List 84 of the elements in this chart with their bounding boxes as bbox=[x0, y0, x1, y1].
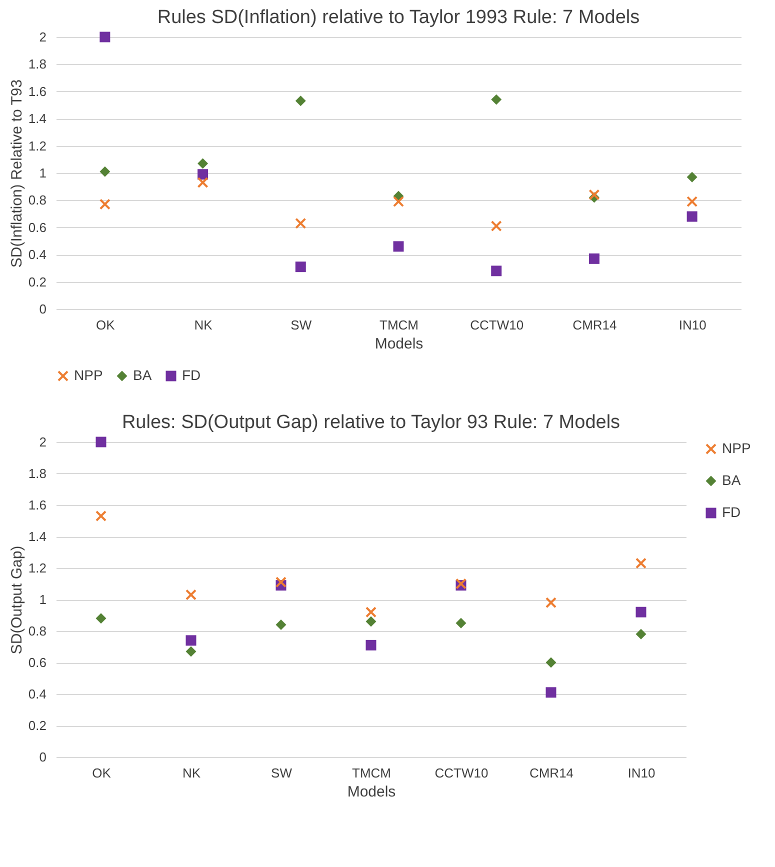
y-tick-label: 0 bbox=[39, 750, 46, 764]
x-axis-title: Models bbox=[374, 336, 424, 352]
point bbox=[546, 657, 556, 668]
point bbox=[96, 613, 106, 624]
legend-label: FD bbox=[182, 367, 201, 383]
y-tick-label: 0.2 bbox=[28, 274, 46, 290]
point bbox=[491, 266, 502, 276]
point bbox=[456, 618, 466, 628]
point bbox=[295, 218, 306, 229]
point bbox=[100, 166, 110, 177]
x-tick-label: SW bbox=[290, 318, 312, 332]
point bbox=[198, 169, 208, 180]
point bbox=[186, 635, 196, 646]
point bbox=[491, 94, 502, 105]
x-tick-label: TMCM bbox=[352, 766, 391, 780]
y-axis-title: SD(Inflation) Relative to T93 bbox=[8, 79, 26, 268]
x-axis-title: Models bbox=[347, 784, 396, 800]
y-tick-label: 0.4 bbox=[28, 686, 46, 702]
point bbox=[546, 687, 556, 698]
point bbox=[686, 196, 698, 207]
point bbox=[686, 172, 698, 182]
y-tick-label: 0.8 bbox=[28, 192, 46, 208]
x-tick-label: CMR14 bbox=[572, 318, 617, 332]
legend-label: BA bbox=[133, 367, 152, 383]
point bbox=[96, 436, 106, 448]
y-tick-label: 1.8 bbox=[28, 466, 46, 481]
y-tick-label: 0.2 bbox=[28, 718, 46, 733]
point bbox=[186, 590, 196, 600]
y-tick-label: 0.4 bbox=[28, 247, 46, 262]
y-tick-label: 1.2 bbox=[28, 138, 46, 154]
point bbox=[295, 96, 306, 106]
x-tick-label: CCTW10 bbox=[470, 318, 524, 332]
x-tick-label: IN10 bbox=[678, 318, 706, 332]
y-tick-label: 2 bbox=[39, 30, 46, 44]
point bbox=[198, 177, 208, 188]
chart-title: Rules: SD(Output Gap) relative to Taylor 93 Rule: 7 Models bbox=[122, 412, 620, 433]
point bbox=[636, 628, 646, 640]
x-tick-label: NK bbox=[194, 318, 213, 332]
legend-label: FD bbox=[722, 504, 741, 520]
y-axis-title: SD(Output Gap) bbox=[8, 546, 26, 654]
x-tick-label: CMR14 bbox=[529, 766, 574, 780]
y-tick-label: 0 bbox=[39, 302, 46, 316]
y-tick-label: 1 bbox=[39, 166, 46, 180]
y-tick-label: 1.2 bbox=[28, 560, 46, 576]
y-tick-label: 1.4 bbox=[28, 111, 46, 126]
point bbox=[198, 158, 208, 169]
point bbox=[295, 262, 306, 272]
point bbox=[276, 619, 286, 630]
y-tick-label: 1.6 bbox=[28, 84, 46, 99]
x-tick-label: CCTW10 bbox=[434, 766, 488, 780]
legend-label: BA bbox=[722, 472, 742, 488]
point bbox=[636, 558, 646, 569]
y-tick-label: 0.6 bbox=[28, 655, 46, 670]
y-tick-label: 0.8 bbox=[28, 624, 46, 638]
x-tick-label: OK bbox=[92, 766, 112, 780]
point bbox=[100, 32, 110, 42]
point bbox=[588, 253, 600, 264]
x-tick-label: IN10 bbox=[628, 766, 656, 780]
point bbox=[186, 646, 196, 657]
point bbox=[686, 211, 698, 222]
x-tick-label: SW bbox=[271, 766, 293, 780]
x-tick-label: NK bbox=[182, 766, 201, 780]
point bbox=[546, 597, 556, 608]
point bbox=[393, 196, 404, 207]
legend-label: NPP bbox=[722, 440, 751, 456]
point bbox=[366, 606, 376, 618]
y-tick-label: 2 bbox=[39, 434, 46, 450]
y-tick-label: 1 bbox=[39, 592, 46, 607]
y-tick-label: 1.8 bbox=[28, 56, 46, 72]
x-tick-label: OK bbox=[96, 318, 116, 332]
point bbox=[276, 576, 286, 588]
point bbox=[366, 640, 376, 650]
y-tick-label: 0.6 bbox=[28, 220, 46, 235]
point bbox=[100, 199, 110, 210]
point bbox=[393, 241, 404, 252]
legend-label: NPP bbox=[74, 367, 103, 383]
y-tick-label: 1.6 bbox=[28, 498, 46, 512]
x-tick-label: TMCM bbox=[380, 318, 418, 332]
point bbox=[636, 606, 646, 618]
y-tick-label: 1.4 bbox=[28, 529, 46, 544]
chart-title: Rules SD(Inflation) relative to Taylor 1993 Rule: 7 Models bbox=[157, 7, 640, 28]
point bbox=[588, 190, 600, 200]
point bbox=[366, 616, 376, 627]
point bbox=[491, 220, 502, 232]
